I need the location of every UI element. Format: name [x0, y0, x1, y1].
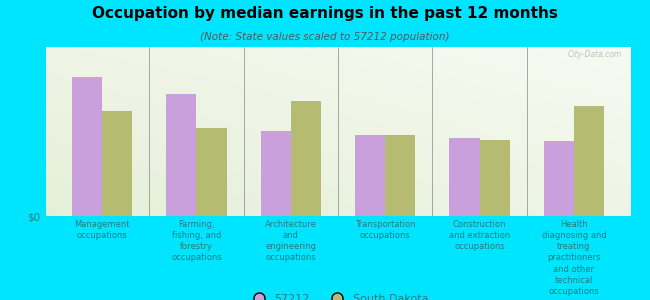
Bar	[449, 138, 480, 216]
Bar	[291, 101, 321, 216]
Text: City-Data.com: City-Data.com	[567, 50, 621, 59]
Bar	[196, 128, 227, 216]
Legend: 57212, South Dakota: 57212, South Dakota	[243, 290, 433, 300]
Text: (Note: State values scaled to 57212 population): (Note: State values scaled to 57212 popu…	[200, 32, 450, 41]
Bar	[166, 94, 196, 216]
Bar	[72, 77, 102, 216]
Bar	[355, 135, 385, 216]
Bar	[543, 141, 574, 216]
Bar	[102, 111, 133, 216]
Bar	[574, 106, 604, 216]
Text: Occupation by median earnings in the past 12 months: Occupation by median earnings in the pas…	[92, 6, 558, 21]
Bar	[385, 135, 415, 216]
Bar	[480, 140, 510, 216]
Bar	[261, 131, 291, 216]
